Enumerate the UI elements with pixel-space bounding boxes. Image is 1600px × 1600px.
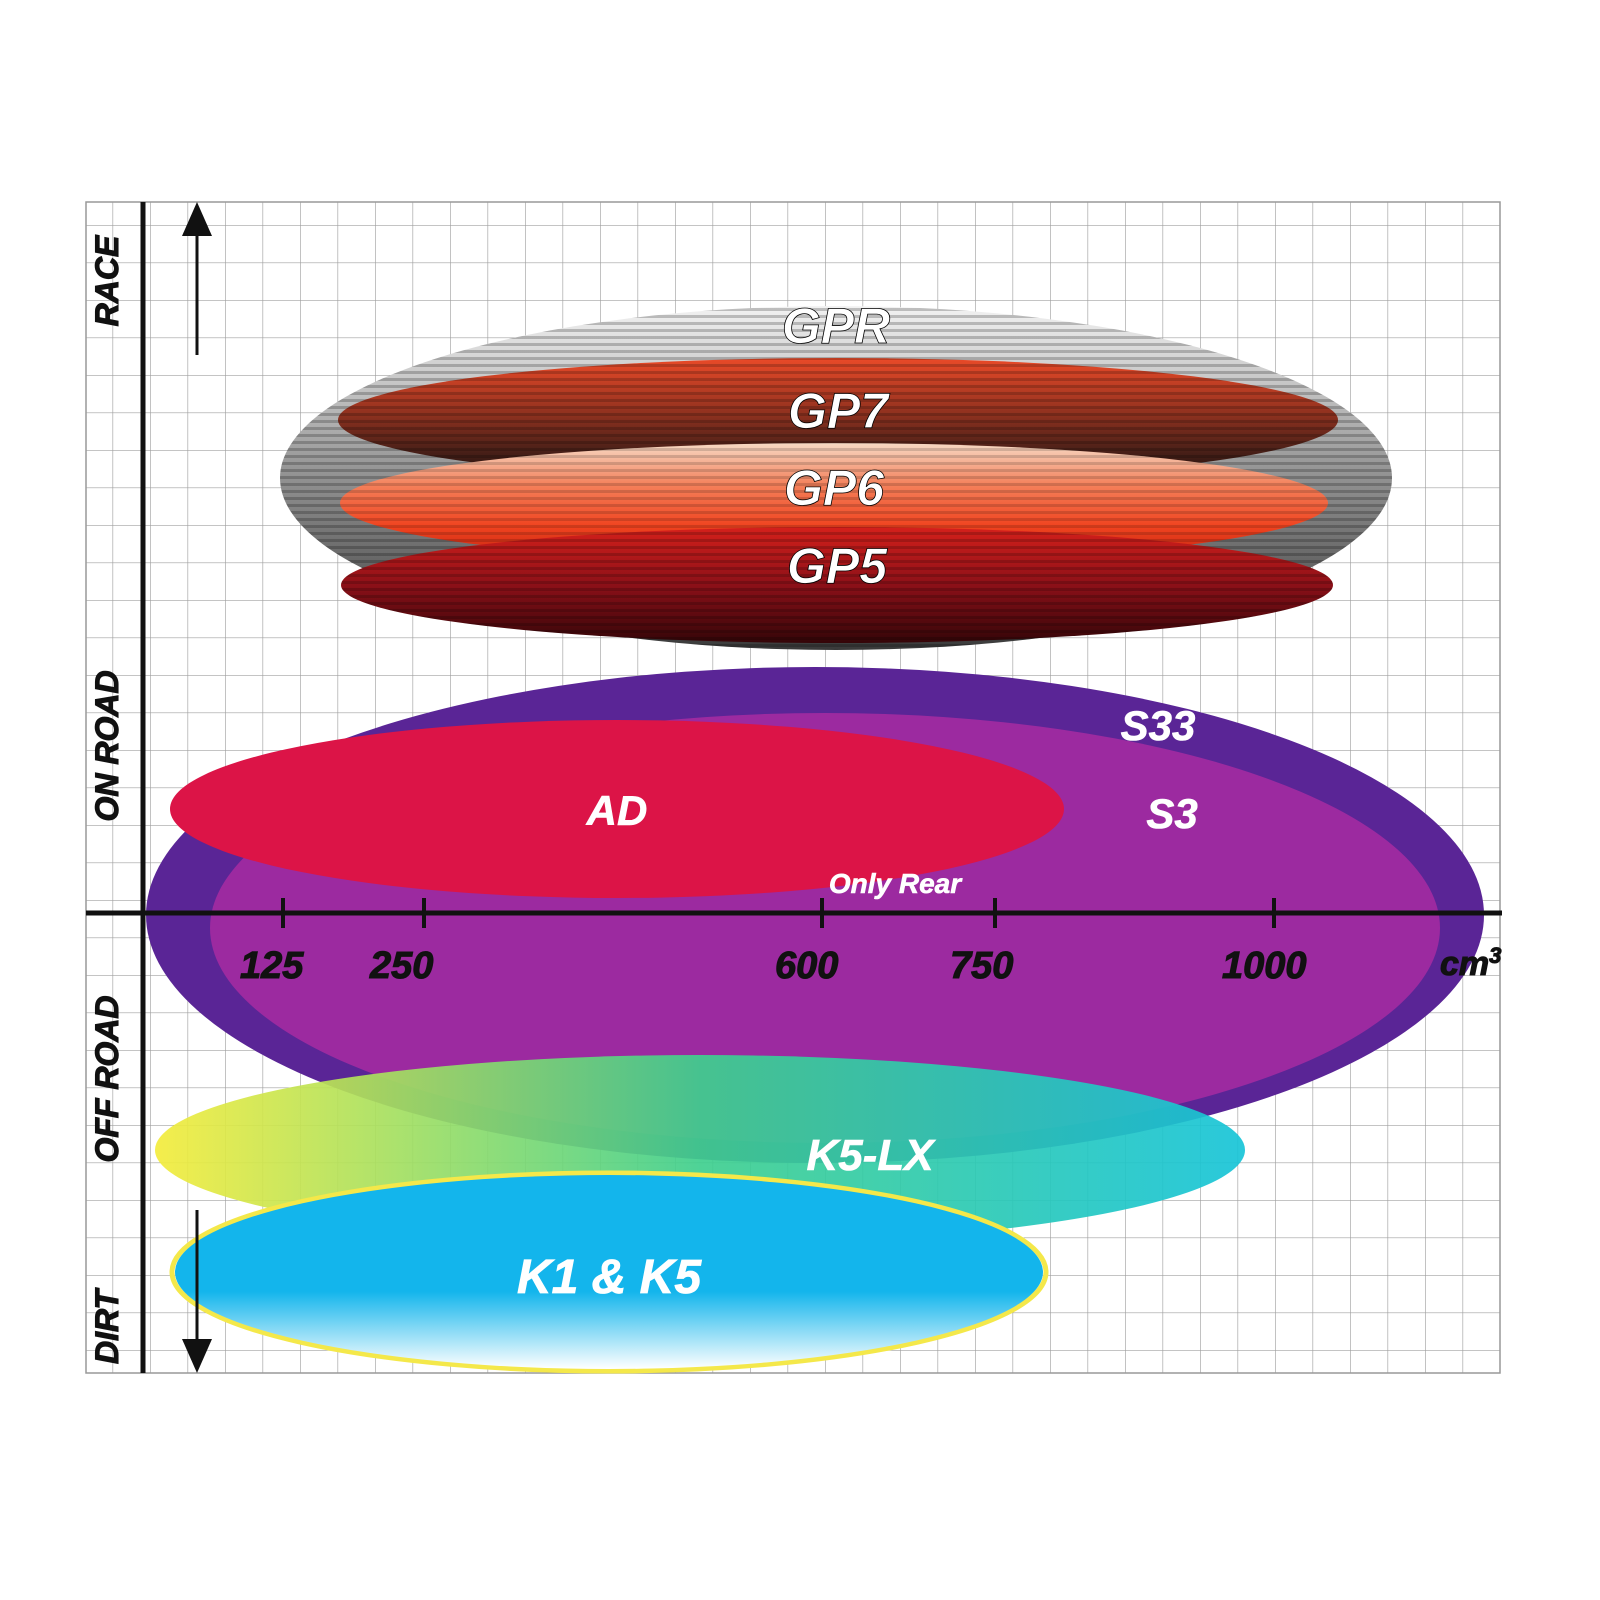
svg-text:GP5: GP5 xyxy=(787,538,888,594)
svg-text:600: 600 xyxy=(775,945,838,987)
svg-text:S33: S33 xyxy=(1121,702,1196,749)
svg-text:125: 125 xyxy=(240,945,304,987)
svg-text:K1 & K5: K1 & K5 xyxy=(517,1251,702,1304)
svg-text:DIRT: DIRT xyxy=(89,1288,125,1365)
svg-text:RACE: RACE xyxy=(89,234,125,326)
svg-text:S3: S3 xyxy=(1146,790,1197,837)
svg-text:K5-LX: K5-LX xyxy=(806,1131,936,1180)
svg-text:AD: AD xyxy=(586,787,648,834)
svg-text:Only Rear: Only Rear xyxy=(829,868,963,899)
svg-text:GP6: GP6 xyxy=(784,460,885,516)
svg-text:1000: 1000 xyxy=(1222,945,1307,987)
svg-text:GP7: GP7 xyxy=(788,383,890,439)
svg-text:GPR: GPR xyxy=(782,298,890,354)
svg-text:250: 250 xyxy=(369,945,433,987)
svg-text:750: 750 xyxy=(950,945,1013,987)
svg-text:ON ROAD: ON ROAD xyxy=(89,670,125,821)
svg-text:OFF ROAD: OFF ROAD xyxy=(89,995,125,1162)
